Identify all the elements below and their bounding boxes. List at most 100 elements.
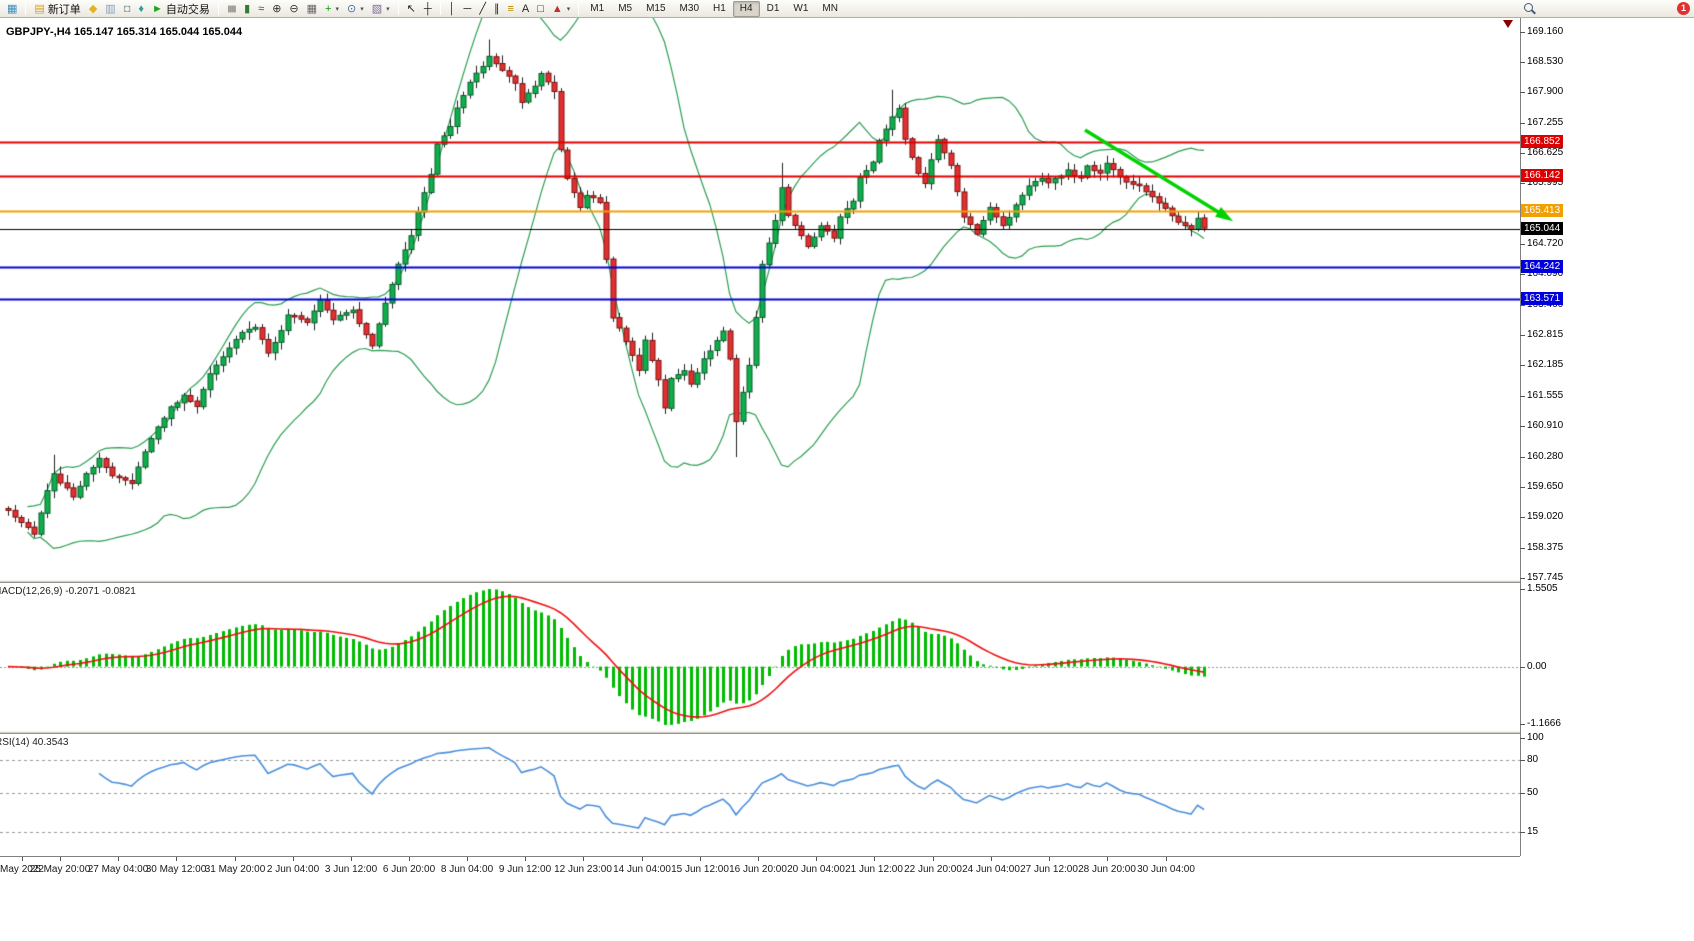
time-axis-tick	[525, 857, 526, 861]
indicators-icon[interactable]: + ▾	[321, 1, 343, 17]
new-chart-icon[interactable]: ▦	[3, 1, 21, 17]
metaeditor-icon[interactable]: ◆	[85, 1, 101, 17]
text-label-icon: □	[537, 2, 544, 15]
panel-separator[interactable]	[0, 580, 1600, 583]
time-axis-tick	[467, 857, 468, 861]
text-icon[interactable]: A	[518, 1, 533, 17]
toolbar: 1 ▦ ▤ 新订单 ◆ ▥ ◘ ♦ ► 自动交易 ≣ ▮ ≈ ⊕ ⊖ ▦ + ▾ ⊙ ▾ ▧ ▾ ↖ ┼ │ ─ ╱ ∥ ≡ A □ ▲ ▾ M…	[0, 0, 1694, 18]
time-axis-tick	[933, 857, 934, 861]
print-icon[interactable]: ▥	[101, 1, 119, 17]
time-axis-tick	[642, 857, 643, 861]
auto-trading-icon: ►	[151, 2, 163, 15]
bar-chart-icon[interactable]: ≣	[223, 1, 240, 17]
horizontal-line-icon[interactable]: ─	[460, 1, 476, 17]
indicators-icon: +	[325, 2, 332, 15]
crosshair-icon: ┼	[423, 2, 432, 15]
price-axis[interactable]	[1520, 18, 1600, 856]
time-axis-label: 8 Jun 04:00	[440, 864, 494, 875]
chart-shift-marker-icon	[1503, 20, 1513, 28]
timeframe-h1-button[interactable]: H1	[713, 2, 726, 14]
timeframe-w1-button[interactable]: W1	[793, 2, 809, 14]
trendline-icon[interactable]: ╱	[475, 1, 490, 17]
time-axis-label: 24 Jun 04:00	[962, 864, 1020, 875]
tile-windows-icon[interactable]: ▦	[303, 1, 321, 17]
rsi-label: RSI(14) 40.3543	[0, 737, 69, 748]
indicators-dropdown-icon[interactable]: ▾	[335, 5, 339, 13]
equidistant-channel-icon[interactable]: ∥	[490, 1, 504, 17]
time-axis-label: 9 Jun 12:00	[498, 864, 552, 875]
periods-icon[interactable]: ⊙ ▾	[343, 1, 368, 17]
timeframe-m5-button[interactable]: M5	[618, 2, 633, 14]
time-axis-label: 30 Jun 04:00	[1137, 864, 1195, 875]
timeframe-d1-button[interactable]: D1	[766, 2, 780, 14]
time-axis-label: 3 Jun 12:00	[324, 864, 378, 875]
toolbar-separator	[578, 2, 580, 15]
time-axis-tick	[409, 857, 410, 861]
zoom-in-icon[interactable]: ⊕	[268, 1, 285, 17]
periods-dropdown-icon[interactable]: ▾	[360, 5, 364, 13]
toolbar-separator	[217, 2, 219, 15]
line-chart-icon[interactable]: ≈	[254, 1, 268, 17]
time-axis-label: 14 Jun 04:00	[613, 864, 671, 875]
macd-panel: MACD(12,26,9) -0.2071 -0.0821	[0, 583, 1520, 731]
text-label-icon[interactable]: □	[533, 1, 548, 17]
vertical-line-icon[interactable]: │	[445, 1, 460, 17]
bar-chart-icon: ≣	[225, 3, 238, 14]
panel-separator[interactable]	[0, 731, 1600, 734]
new-chart-icon: ▦	[7, 2, 18, 15]
rsi-canvas[interactable]	[0, 734, 1520, 856]
history-center-icon[interactable]: ◘	[120, 1, 135, 17]
time-axis-tick	[583, 857, 584, 861]
toolbar-separator	[397, 2, 399, 15]
templates-icon[interactable]: ▧ ▾	[368, 1, 394, 17]
time-axis-label: 28 Jun 20:00	[1078, 864, 1136, 875]
text-icon: A	[521, 2, 530, 15]
market-watch-icon: ♦	[138, 2, 144, 15]
time-axis-label: 27 May 04:00	[87, 864, 149, 875]
fibonacci-icon[interactable]: ≡	[503, 1, 517, 17]
time-axis-tick	[1166, 857, 1167, 861]
notification-badge[interactable]: 1	[1677, 2, 1690, 15]
time-axis-tick	[874, 857, 875, 861]
templates-icon: ▧	[371, 2, 383, 15]
timeframe-h4-button[interactable]: H4	[732, 0, 760, 17]
timeframe-mn-button[interactable]: MN	[822, 2, 838, 14]
time-axis-label: 15 Jun 12:00	[671, 864, 729, 875]
time-axis[interactable]: May 2022 25 May 20:00 27 May 04:00 30 May 1…	[0, 856, 1520, 884]
market-watch-icon[interactable]: ♦	[134, 1, 148, 17]
tile-windows-icon: ▦	[306, 2, 318, 15]
search-icon[interactable]	[1524, 3, 1536, 15]
arrows-dropdown-icon[interactable]: ▾	[566, 5, 571, 13]
metaeditor-icon: ◆	[88, 2, 98, 15]
auto-trading-button[interactable]: ► 自动交易	[148, 1, 214, 17]
rsi-panel: RSI(14) 40.3543	[0, 734, 1520, 856]
time-axis-label: 16 Jun 20:00	[729, 864, 787, 875]
time-axis-label: 30 May 12:00	[145, 864, 207, 875]
candlestick-chart-icon[interactable]: ▮	[240, 1, 254, 17]
arrows-icon[interactable]: ▲ ▾	[548, 1, 574, 17]
time-axis-label: 21 Jun 12:00	[845, 864, 903, 875]
time-axis-tick	[235, 857, 236, 861]
timeframe-m1-button[interactable]: M1	[590, 2, 605, 14]
time-axis-tick	[293, 857, 294, 861]
templates-dropdown-icon[interactable]: ▾	[386, 5, 390, 13]
timeframe-m30-button[interactable]: M30	[679, 2, 699, 14]
crosshair-icon[interactable]: ┼	[420, 1, 436, 17]
main-chart-panel: GBPJPY-,H4 165.147 165.314 165.044 165.0…	[0, 18, 1520, 580]
new-order-label: 新订单	[47, 3, 81, 16]
main-chart-canvas[interactable]	[0, 18, 1520, 580]
zoom-out-icon[interactable]: ⊖	[285, 1, 302, 17]
zoom-in-icon: ⊕	[272, 2, 282, 15]
new-order-button[interactable]: ▤ 新订单	[30, 1, 84, 17]
time-axis-tick	[118, 857, 119, 861]
cursor-icon[interactable]: ↖	[403, 1, 420, 17]
time-axis-label: 22 Jun 20:00	[904, 864, 962, 875]
time-axis-label: 20 Jun 04:00	[787, 864, 845, 875]
time-axis-label: 12 Jun 23:00	[554, 864, 612, 875]
print-icon: ▥	[105, 2, 116, 15]
macd-canvas[interactable]	[0, 583, 1520, 731]
time-axis-tick	[22, 857, 23, 861]
equidistant-channel-icon: ∥	[493, 2, 500, 15]
timeframe-m15-button[interactable]: M15	[646, 2, 666, 14]
